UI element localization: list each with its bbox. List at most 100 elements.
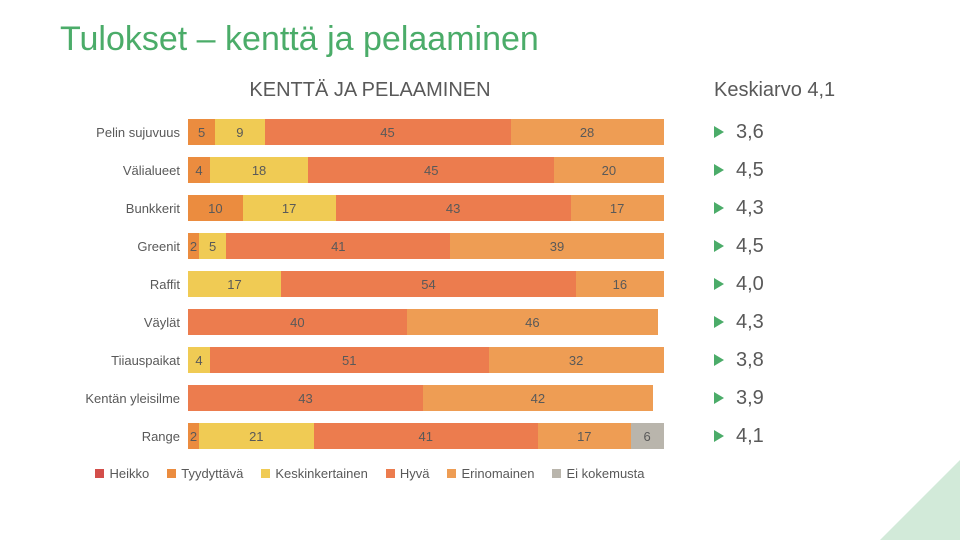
bar: 594528 bbox=[188, 119, 680, 145]
bullet-icon bbox=[714, 278, 724, 290]
legend-item: Hyvä bbox=[386, 466, 430, 481]
legend-label: Keskinkertainen bbox=[275, 466, 368, 481]
bar-row: Pelin sujuvuus594528 bbox=[60, 116, 680, 148]
legend-label: Tyydyttävä bbox=[181, 466, 243, 481]
legend-label: Ei kokemusta bbox=[566, 466, 644, 481]
bar-segment: 42 bbox=[423, 385, 653, 411]
averages-list: 3,6 4,5 4,3 4,5 4,0 4,3 3,8 3,9 4,1 bbox=[714, 116, 835, 452]
average-value: 4,0 bbox=[736, 273, 764, 296]
legend-item: Ei kokemusta bbox=[552, 466, 644, 481]
bar-row-label: Kentän yleisilme bbox=[60, 391, 188, 406]
bar: 22141176 bbox=[188, 423, 680, 449]
average-row: 4,3 bbox=[714, 306, 835, 338]
bar: 10174317 bbox=[188, 195, 680, 221]
legend-label: Hyvä bbox=[400, 466, 430, 481]
bar-segment: 32 bbox=[489, 347, 664, 373]
average-row: 4,0 bbox=[714, 268, 835, 300]
averages-column: Keskiarvo 4,1 3,6 4,5 4,3 4,5 4,0 4,3 3,8 3,9 4,… bbox=[714, 79, 835, 481]
average-value: 3,8 bbox=[736, 349, 764, 372]
bar-segment: 6 bbox=[631, 423, 664, 449]
bar-row-label: Raffit bbox=[60, 277, 188, 292]
averages-header: Keskiarvo 4,1 bbox=[714, 79, 835, 102]
bar-row-label: Väylät bbox=[60, 315, 188, 330]
average-value: 4,3 bbox=[736, 311, 764, 334]
bullet-icon bbox=[714, 316, 724, 328]
bar-segment: 5 bbox=[199, 233, 226, 259]
average-row: 4,5 bbox=[714, 154, 835, 186]
bar-segment: 21 bbox=[199, 423, 314, 449]
bar-row: Tiiauspaikat45132 bbox=[60, 344, 680, 376]
bar-segment: 41 bbox=[314, 423, 538, 449]
slide-title: Tulokset – kenttä ja pelaaminen bbox=[60, 20, 900, 59]
bars-container: Pelin sujuvuus594528Välialueet4184520Bun… bbox=[60, 116, 680, 452]
legend-item: Heikko bbox=[95, 466, 149, 481]
bar: 4046 bbox=[188, 309, 680, 335]
legend: Heikko Tyydyttävä Keskinkertainen Hyvä Erino… bbox=[60, 466, 680, 481]
bar-segment: 46 bbox=[407, 309, 658, 335]
average-value: 3,6 bbox=[736, 121, 764, 144]
bar-row-label: Bunkkerit bbox=[60, 201, 188, 216]
bar-segment: 2 bbox=[188, 423, 199, 449]
bar-row-label: Tiiauspaikat bbox=[60, 353, 188, 368]
bar-segment: 45 bbox=[265, 119, 511, 145]
bar-segment: 41 bbox=[226, 233, 450, 259]
legend-item: Keskinkertainen bbox=[261, 466, 368, 481]
legend-swatch bbox=[386, 469, 395, 478]
bar-row-label: Välialueet bbox=[60, 163, 188, 178]
bar-segment: 17 bbox=[188, 271, 281, 297]
average-value: 4,1 bbox=[736, 425, 764, 448]
bar-segment: 54 bbox=[281, 271, 576, 297]
average-value: 4,3 bbox=[736, 197, 764, 220]
chart-area: KENTTÄ JA PELAAMINEN Pelin sujuvuus59452… bbox=[60, 79, 900, 481]
bar-segment: 16 bbox=[576, 271, 663, 297]
bullet-icon bbox=[714, 126, 724, 138]
bar: 254139 bbox=[188, 233, 680, 259]
bar-row-label: Range bbox=[60, 429, 188, 444]
bullet-icon bbox=[714, 392, 724, 404]
chart-column: KENTTÄ JA PELAAMINEN Pelin sujuvuus59452… bbox=[60, 79, 680, 481]
bar-segment: 17 bbox=[243, 195, 336, 221]
legend-item: Tyydyttävä bbox=[167, 466, 243, 481]
chart-title: KENTTÄ JA PELAAMINEN bbox=[60, 79, 680, 102]
bullet-icon bbox=[714, 202, 724, 214]
bar-segment: 43 bbox=[188, 385, 423, 411]
bar-row: Bunkkerit10174317 bbox=[60, 192, 680, 224]
bar: 45132 bbox=[188, 347, 680, 373]
bar-segment: 2 bbox=[188, 233, 199, 259]
bar-segment: 5 bbox=[188, 119, 215, 145]
legend-item: Erinomainen bbox=[447, 466, 534, 481]
legend-swatch bbox=[167, 469, 176, 478]
average-value: 3,9 bbox=[736, 387, 764, 410]
average-row: 4,1 bbox=[714, 420, 835, 452]
average-row: 4,3 bbox=[714, 192, 835, 224]
legend-label: Heikko bbox=[109, 466, 149, 481]
average-value: 4,5 bbox=[736, 159, 764, 182]
legend-swatch bbox=[261, 469, 270, 478]
bar-segment: 10 bbox=[188, 195, 243, 221]
bar-segment: 28 bbox=[511, 119, 664, 145]
bar-segment: 9 bbox=[215, 119, 264, 145]
bar-segment: 17 bbox=[538, 423, 631, 449]
bar-segment: 39 bbox=[450, 233, 663, 259]
bar-row: Kentän yleisilme4342 bbox=[60, 382, 680, 414]
average-row: 3,6 bbox=[714, 116, 835, 148]
bar-segment: 4 bbox=[188, 347, 210, 373]
bar-row-label: Pelin sujuvuus bbox=[60, 125, 188, 140]
bar: 175416 bbox=[188, 271, 680, 297]
legend-swatch bbox=[552, 469, 561, 478]
bar-row: Range22141176 bbox=[60, 420, 680, 452]
bar: 4184520 bbox=[188, 157, 680, 183]
bar-row-label: Greenit bbox=[60, 239, 188, 254]
bar-segment: 4 bbox=[188, 157, 210, 183]
average-row: 3,8 bbox=[714, 344, 835, 376]
bullet-icon bbox=[714, 240, 724, 252]
bar: 4342 bbox=[188, 385, 680, 411]
bullet-icon bbox=[714, 430, 724, 442]
bar-segment: 45 bbox=[308, 157, 554, 183]
average-row: 4,5 bbox=[714, 230, 835, 262]
bullet-icon bbox=[714, 164, 724, 176]
bar-row: Greenit254139 bbox=[60, 230, 680, 262]
bar-segment: 40 bbox=[188, 309, 407, 335]
bar-segment: 51 bbox=[210, 347, 489, 373]
bar-segment: 17 bbox=[571, 195, 664, 221]
